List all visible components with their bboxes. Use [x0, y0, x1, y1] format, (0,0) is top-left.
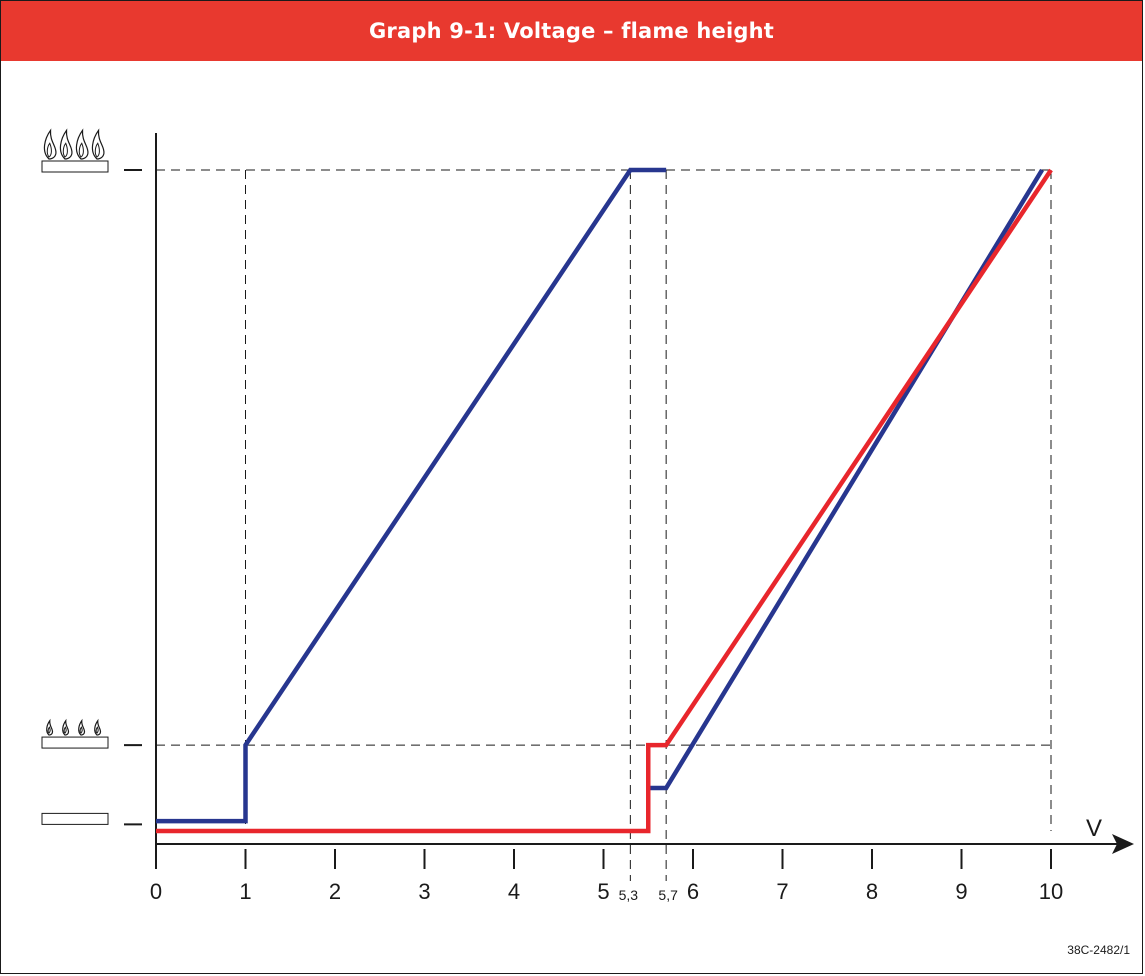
burner-four-large-flames-icon	[41, 128, 109, 173]
burner-four-small-flames-icon-base	[41, 736, 109, 749]
reference-lines	[156, 169, 1052, 881]
x-tick-label-9: 9	[955, 879, 967, 904]
chart-axes	[124, 133, 1134, 869]
chart-series	[156, 167, 1053, 834]
burner-four-large-flames-icon-inner-flame-0	[46, 142, 52, 158]
burner-four-small-flames-icon-inner-flame-1	[63, 726, 67, 734]
burner-four-large-flames-icon-inner-flame-2	[78, 142, 84, 158]
series-line-0	[156, 167, 667, 824]
x-axis-label: V	[1086, 815, 1102, 842]
x-tick-label-1: 1	[239, 879, 251, 904]
x-axis-arrow	[1112, 834, 1134, 854]
burner-four-small-flames-icon-inner-flame-3	[95, 726, 99, 734]
x-tick-label-4: 4	[508, 879, 520, 904]
burner-four-small-flames-icon	[41, 718, 109, 749]
x-tick-label-3: 3	[418, 879, 430, 904]
x-tick-label-6: 6	[687, 879, 699, 904]
burner-four-large-flames-icon-inner-flame-3	[94, 142, 100, 158]
burner-no-flame-icon	[41, 812, 109, 825]
x-tick-label-8: 8	[866, 879, 878, 904]
series-line-2	[156, 168, 1053, 834]
x-annotation-label-0: 5,3	[619, 887, 639, 903]
series-line-1	[648, 168, 1044, 791]
x-tick-label-5: 5	[597, 879, 609, 904]
burner-four-small-flames-icon-inner-flame-0	[47, 726, 51, 734]
x-tick-label-2: 2	[329, 879, 341, 904]
burner-four-large-flames-icon-inner-flame-1	[62, 142, 68, 158]
x-annotation-label-1: 5,7	[658, 887, 678, 903]
x-tick-label-10: 10	[1039, 879, 1063, 904]
burner-four-large-flames-icon-base	[41, 160, 109, 173]
x-tick-label-0: 0	[150, 879, 162, 904]
burner-four-small-flames-icon-inner-flame-2	[79, 726, 83, 734]
graph-title: Graph 9-1: Voltage – flame height	[1, 1, 1142, 61]
x-tick-label-7: 7	[776, 879, 788, 904]
flame-level-icons	[41, 128, 109, 825]
figure-code: 38C-2482/1	[1067, 943, 1130, 957]
chart-labels: V 0 1 2 3 4 5 6 7 8 9 10 5,3 5,7	[150, 815, 1102, 904]
burner-no-flame-icon-base	[41, 812, 109, 825]
